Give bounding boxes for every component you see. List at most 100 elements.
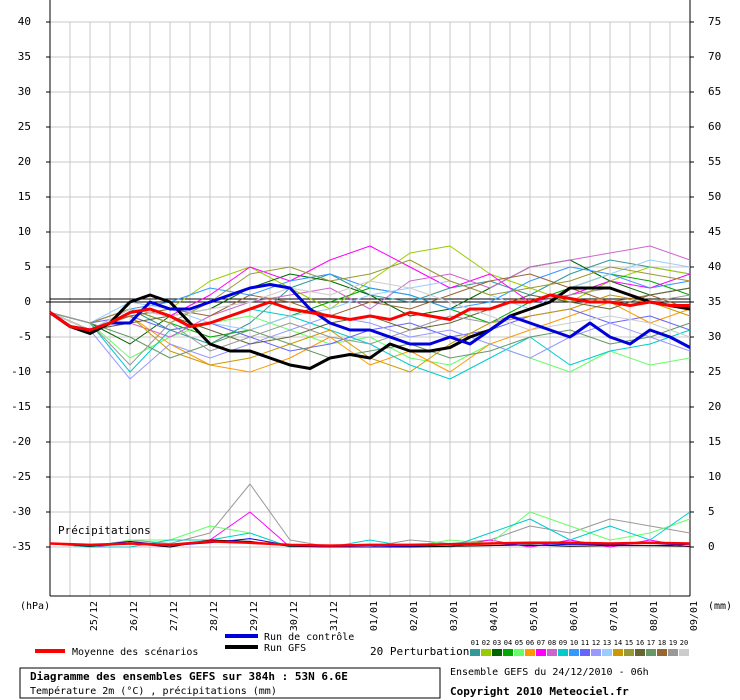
perturbation-label: 20 Perturbations (370, 645, 476, 658)
series-line (49, 283, 691, 349)
legend-label: 05 (515, 639, 523, 647)
legend-swatch (646, 649, 656, 656)
y-tick-label: 15 (18, 190, 31, 203)
y2-axis-label: (mm) (708, 601, 732, 612)
y-tick-label: 20 (18, 155, 31, 168)
legend-label: 06 (526, 639, 534, 647)
y-tick-label: -20 (11, 435, 31, 448)
y-tick-label: 0 (24, 295, 31, 308)
y2-tick-label: 10 (708, 470, 721, 483)
legend-label: 15 (625, 639, 633, 647)
legend-label: Moyenne des scénarios (72, 646, 198, 658)
y-tick-label: 25 (18, 120, 31, 133)
legend-label: Run de contrôle (264, 631, 354, 643)
legend-swatch (624, 649, 634, 656)
y2-tick-label: 45 (708, 225, 721, 238)
y-tick-label: 35 (18, 50, 31, 63)
legend-label: 18 (658, 639, 666, 647)
perturbation-line (49, 312, 691, 359)
legend-label: 20 (680, 639, 688, 647)
perturbation-line (49, 245, 691, 338)
legend-label: 19 (669, 639, 677, 647)
y2-tick-label: 35 (708, 295, 721, 308)
perturbation-line (49, 259, 691, 331)
x-tick-label: 09/01 (689, 601, 700, 631)
series-line (49, 293, 690, 332)
series-line (49, 286, 691, 370)
perturbation-line (49, 301, 691, 373)
legend-label: 11 (581, 639, 589, 647)
y-tick-label: 40 (18, 15, 31, 28)
x-tick-label: 29/12 (249, 601, 260, 631)
legend-label: 17 (647, 639, 655, 647)
legend-label: 16 (636, 639, 644, 647)
y-tick-label: -25 (11, 470, 31, 483)
x-tick-label: 27/12 (169, 601, 180, 631)
y2-tick-label: 5 (708, 505, 715, 518)
legend-swatch (470, 649, 480, 656)
legend-swatch (668, 649, 678, 656)
legend-label: 04 (504, 639, 512, 647)
legend-label: 10 (570, 639, 578, 647)
legend-label: 02 (482, 639, 490, 647)
x-tick-label: 26/12 (129, 601, 140, 631)
legend-swatch (536, 649, 546, 656)
legend-swatch (503, 649, 513, 656)
footer-title: Diagramme des ensembles GEFS sur 384h : … (30, 670, 348, 683)
legend-swatch (514, 649, 524, 656)
legend-label: 09 (559, 639, 567, 647)
legend-swatch (481, 649, 491, 656)
legend-swatch (635, 649, 645, 656)
y2-tick-label: 65 (708, 85, 721, 98)
legend-swatch (558, 649, 568, 656)
y-tick-label: -10 (11, 365, 31, 378)
x-tick-label: 31/12 (329, 601, 340, 631)
legend-swatch (679, 649, 689, 656)
y2-tick-label: 0 (708, 540, 715, 553)
perturbation-line (49, 287, 691, 366)
x-tick-label: 05/01 (529, 601, 540, 631)
y2-tick-label: 25 (708, 365, 721, 378)
x-tick-label: 30/12 (289, 601, 300, 631)
legend-label: 07 (537, 639, 545, 647)
precip-line (49, 540, 691, 547)
legend-swatch (657, 649, 667, 656)
y2-tick-label: 30 (708, 330, 721, 343)
y-tick-label: -5 (18, 330, 31, 343)
legend-swatch (591, 649, 601, 656)
x-tick-label: 06/01 (569, 601, 580, 631)
legend-swatch (525, 649, 535, 656)
x-tick-label: 04/01 (489, 601, 500, 631)
perturbation-line (49, 280, 691, 338)
x-tick-label: 01/01 (369, 601, 380, 631)
legend-swatch (602, 649, 612, 656)
legend-swatch (492, 649, 502, 656)
legend-swatch (613, 649, 623, 656)
x-tick-label: 03/01 (449, 601, 460, 631)
precip-label: Précipitations (58, 524, 151, 537)
precip-line (49, 511, 691, 548)
y-tick-label: -15 (11, 400, 31, 413)
x-tick-label: 25/12 (89, 601, 100, 631)
y-axis-label: (hPa) (20, 601, 50, 612)
y2-tick-label: 50 (708, 190, 721, 203)
legend-swatch (569, 649, 579, 656)
legend-swatch (580, 649, 590, 656)
y2-tick-label: 20 (708, 400, 721, 413)
perturbation-line (49, 312, 691, 380)
y-tick-label: 10 (18, 225, 31, 238)
footer-run: Ensemble GEFS du 24/12/2010 - 06h (450, 667, 649, 678)
x-tick-label: 07/01 (609, 601, 620, 631)
legend-label: Run GFS (264, 643, 306, 654)
x-tick-label: 02/01 (409, 601, 420, 631)
legend-label: 13 (603, 639, 611, 647)
y-tick-label: -30 (11, 505, 31, 518)
y2-tick-label: 60 (708, 120, 721, 133)
y2-tick-label: 55 (708, 155, 721, 168)
footer-box (19, 667, 441, 699)
legend-label: 14 (614, 639, 622, 647)
y-tick-label: 5 (24, 260, 31, 273)
y2-tick-label: 70 (708, 50, 721, 63)
legend-label: 12 (592, 639, 600, 647)
